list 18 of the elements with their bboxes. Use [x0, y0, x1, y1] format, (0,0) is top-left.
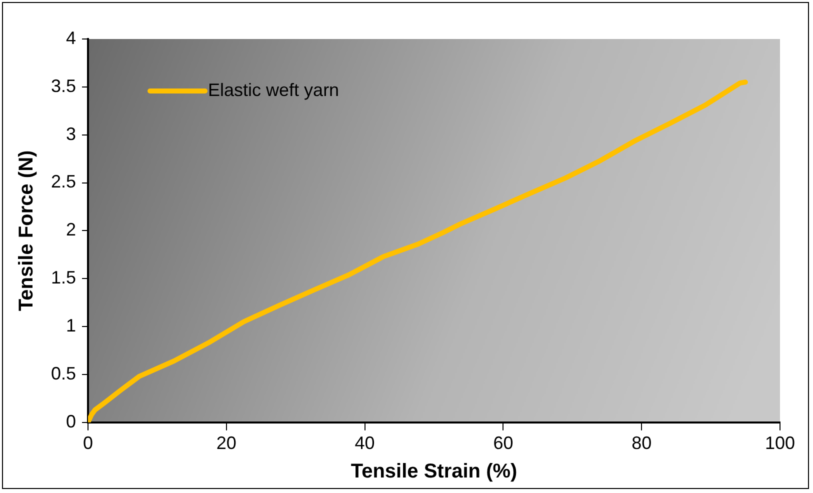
y-axis-title: Tensile Force (N) [16, 150, 38, 312]
x-axis-title: Tensile Strain (%) [350, 460, 518, 483]
x-tick-label: 80 [632, 433, 652, 454]
x-tick-label: 40 [354, 433, 375, 454]
y-tick-label: 1 [66, 316, 76, 336]
y-tick-label: 1.5 [50, 268, 76, 288]
x-tick-label: 100 [764, 433, 796, 454]
y-tick-label: 3.5 [50, 76, 76, 96]
x-tick-label: 20 [216, 433, 236, 454]
y-tick-label: 0.5 [50, 363, 76, 384]
x-tick-label: 0 [83, 433, 94, 454]
x-tick-label: 60 [493, 433, 514, 454]
y-tick-label: 0 [66, 411, 76, 432]
y-tick-label: 2.5 [50, 172, 76, 192]
y-tick-label: 3 [66, 124, 76, 144]
y-tick-label: 2 [66, 220, 76, 240]
legend-label: Elastic weft yarn [208, 80, 340, 100]
y-tick-label: 4 [66, 28, 76, 48]
